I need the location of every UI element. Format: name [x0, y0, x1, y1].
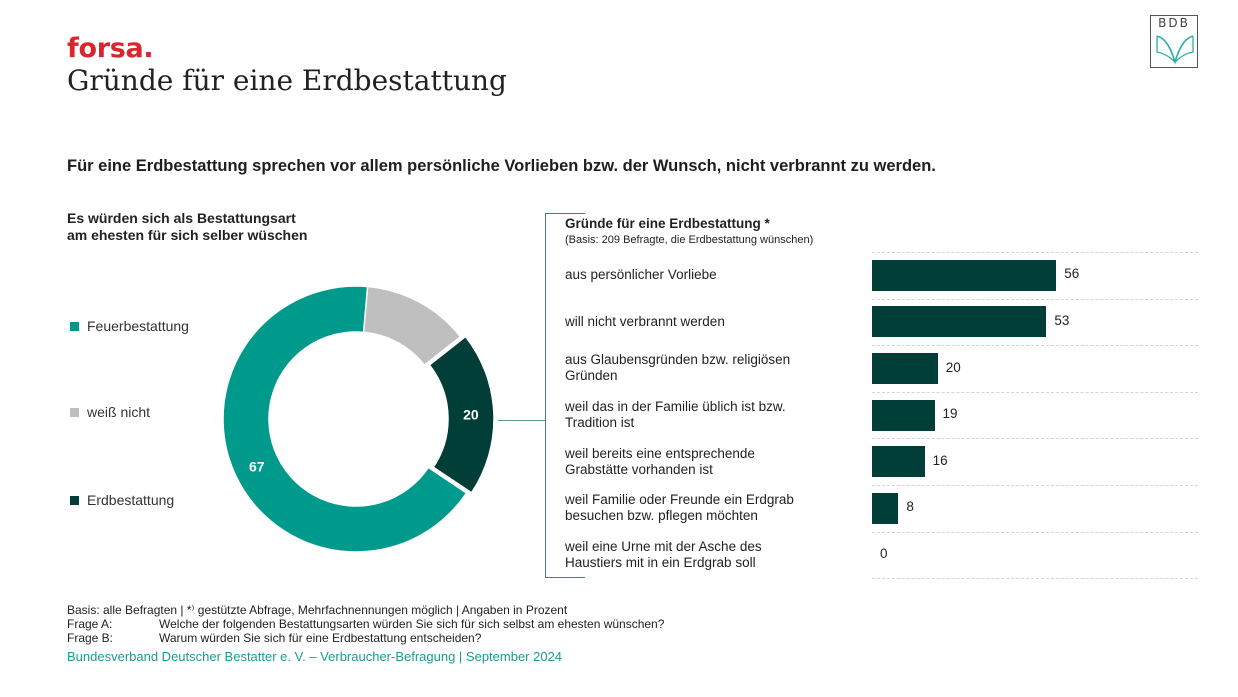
question-text: Welche der folgenden Bestattungsarten wü…: [159, 617, 665, 631]
bar-category-label: will nicht verbrannt werden: [565, 299, 855, 346]
bar-category-line: aus persönlicher Vorliebe: [565, 267, 717, 283]
legend-item-erdbestattung: Erdbestattung: [70, 492, 174, 508]
gridline: [872, 298, 1198, 300]
bar-category-text: weil eine Urne mit der Asche des Haustier…: [565, 539, 762, 571]
page-title: Gründe für eine Erdbestattung: [67, 64, 507, 97]
gridline: [872, 578, 1198, 580]
bar-category-line: weil bereits eine entsprechende: [565, 445, 755, 461]
footer-notes: Basis: alle Befragten | *⁾ gestützte Abf…: [67, 603, 664, 645]
bar-category-label: weil das in der Familie üblich ist bzw. T…: [565, 392, 855, 439]
bar-category-label: weil Familie oder Freunde ein Erdgrab bes…: [565, 485, 855, 532]
donut-title-line-1: Es würden sich als Bestattungsart: [67, 210, 296, 226]
bar-category-label: weil bereits eine entsprechende Grabstätt…: [565, 438, 855, 485]
bar-value-label: 56: [1064, 266, 1080, 282]
donut-data-label: 20: [463, 407, 479, 423]
footer-question-a: Frage A: Welche der folgenden Bestattung…: [67, 617, 664, 631]
bar-value-label: 16: [932, 452, 948, 468]
bdb-logo-text: BDB: [1158, 16, 1190, 30]
bdb-logo: BDB: [1150, 15, 1198, 68]
bar-category-line: will nicht verbrannt werden: [565, 313, 725, 329]
bar-category-text: will nicht verbrannt werden: [565, 314, 725, 330]
legend-swatch-feuerbestattung: [70, 321, 79, 331]
question-label: Frage A:: [67, 617, 113, 631]
question-label: Frage B:: [67, 631, 114, 645]
bar: [872, 399, 935, 431]
bar-category-line: Gründen: [565, 368, 618, 384]
legend-swatch-weiss-nicht: [70, 407, 79, 417]
bar: [872, 492, 899, 524]
gridline: [872, 438, 1198, 440]
bar: [872, 306, 1047, 338]
bar-category-label: aus Glaubensgründen bzw. religiösen Gründ…: [565, 345, 855, 392]
donut-title-line-2: am ehesten für sich selber wüschen: [67, 227, 308, 243]
forsa-logo: forsa.: [67, 33, 154, 64]
bar-category-line: weil Familie oder Freunde ein Erdgrab: [565, 492, 794, 508]
legend-label: weiß nicht: [87, 404, 151, 420]
donut-slice-feuerbestattung: [222, 285, 468, 553]
source-line: Bundesverband Deutscher Bestatter e. V. …: [67, 649, 563, 664]
gridline: [872, 531, 1198, 533]
question-text: Warum würden Sie sich für eine Erdbestat…: [159, 631, 482, 645]
legend-label: Feuerbestattung: [87, 318, 189, 334]
bar-value-label: 19: [942, 406, 958, 422]
gridline: [872, 252, 1198, 253]
open-book-icon: [1156, 35, 1194, 65]
bar-category-line: aus Glaubensgründen bzw. religiösen: [565, 352, 791, 368]
gridline: [872, 345, 1198, 347]
bar-category-text: weil bereits eine entsprechende Grabstätt…: [565, 446, 755, 478]
connector-line: [498, 420, 545, 421]
donut-data-label: 67: [249, 459, 265, 475]
bar-category-line: weil das in der Familie üblich ist bzw.: [565, 399, 786, 415]
bar-chart-subtitle: (Basis: 209 Befragte, die Erdbestattung …: [565, 234, 814, 246]
bar-category-line: besuchen bzw. pflegen möchten: [565, 508, 758, 524]
legend-swatch-erdbestattung: [70, 495, 79, 505]
donut-chart-title: Es würden sich als Bestattungsart am ehe…: [67, 210, 307, 244]
bar-category-line: Tradition ist: [565, 415, 635, 431]
gridline: [872, 485, 1198, 486]
bar-category-label: aus persönlicher Vorliebe: [565, 252, 855, 299]
footer-basis: Basis: alle Befragten | *⁾ gestützte Abf…: [67, 603, 568, 617]
bar-category-text: aus Glaubensgründen bzw. religiösen Gründ…: [565, 352, 790, 384]
bar-category-text: weil Familie oder Freunde ein Erdgrab bes…: [565, 492, 794, 524]
bar: [872, 446, 925, 478]
bar-category-text: aus persönlicher Vorliebe: [565, 267, 717, 283]
bar-category-line: weil eine Urne mit der Asche des: [565, 538, 762, 554]
gridline: [872, 391, 1198, 393]
donut-slice-weiss-nicht: [362, 285, 462, 367]
footer-question-b: Frage B: Warum würden Sie sich für eine …: [67, 631, 664, 645]
bar: [872, 353, 938, 384]
legend-label: Erdbestattung: [87, 492, 175, 508]
bar-value-label: 20: [945, 359, 961, 375]
bracket-frame: [545, 213, 585, 578]
legend-item-feuerbestattung: Feuerbestattung: [70, 318, 189, 334]
bar-value-label: 0: [880, 545, 888, 561]
donut-slice-erdbestattung: [428, 335, 495, 494]
bar-category-label: weil eine Urne mit der Asche des Haustier…: [565, 532, 855, 579]
bar-value-label: 8: [906, 499, 914, 515]
bar-category-line: Haustiers mit in ein Erdgrab soll: [565, 554, 756, 570]
bar-category-line: Grabstätte vorhanden ist: [565, 461, 713, 477]
legend-item-weiss-nicht: weiß nicht: [70, 404, 150, 420]
bar-value-label: 53: [1054, 312, 1070, 328]
bar-chart-title: Gründe für eine Erdbestattung *: [565, 216, 770, 231]
headline: Für eine Erdbestattung sprechen vor alle…: [67, 157, 936, 175]
bar: [872, 259, 1057, 291]
bar-category-text: weil das in der Familie üblich ist bzw. T…: [565, 399, 786, 431]
